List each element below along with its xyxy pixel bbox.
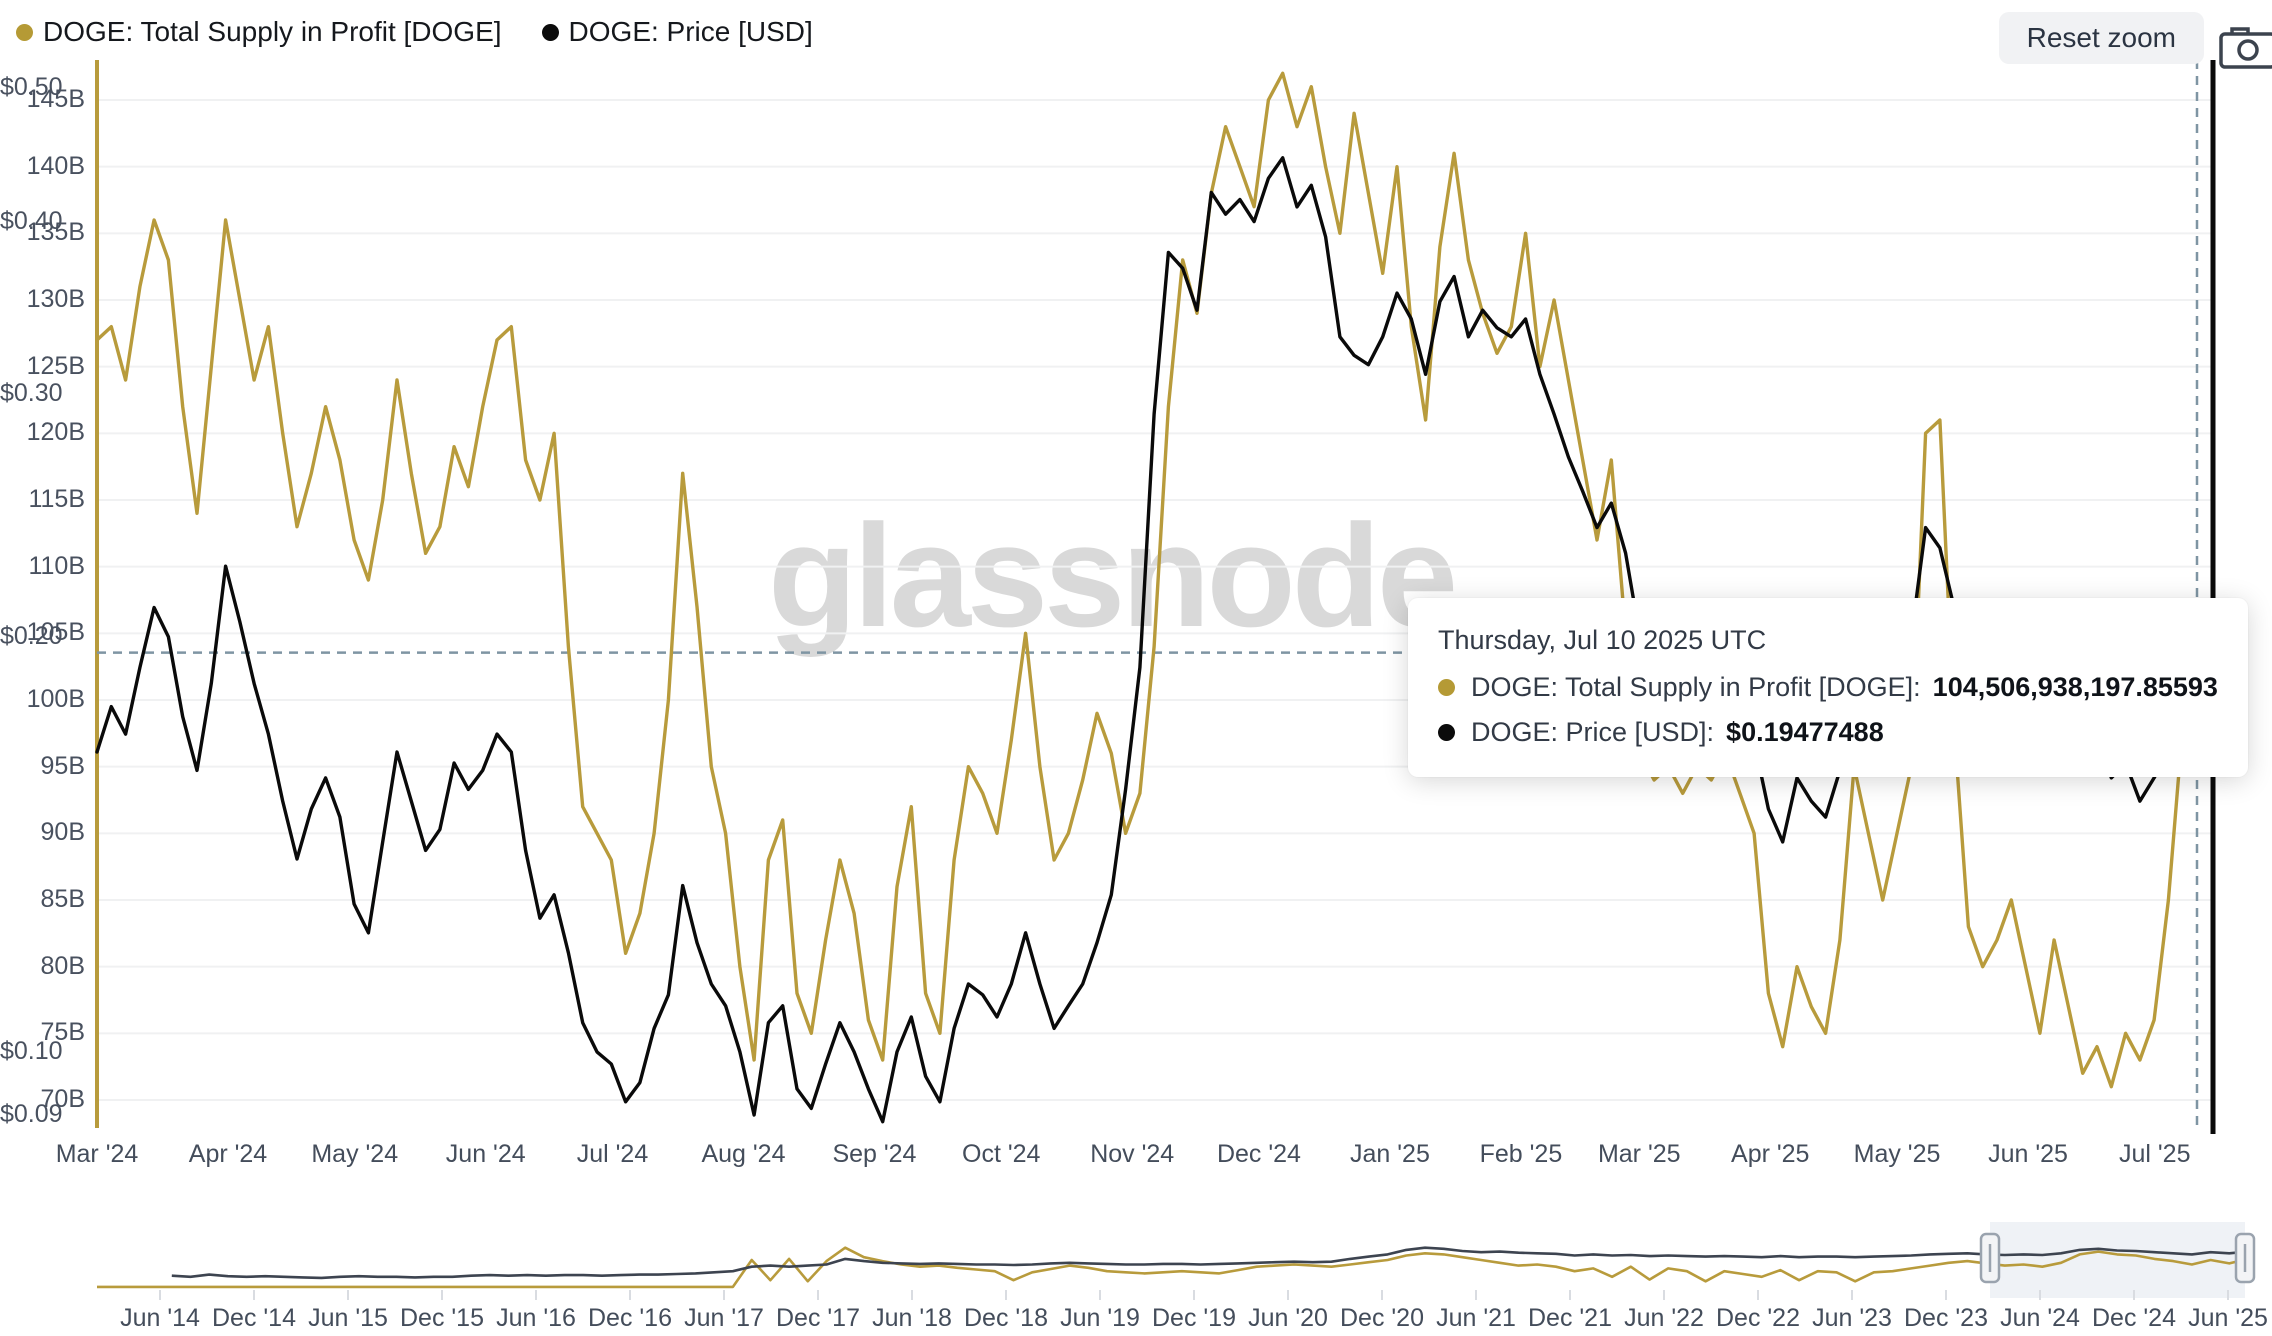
x-axis-tick-label: Apr '25 [1731,1140,1810,1168]
legend-item-supply-in-profit[interactable]: DOGE: Total Supply in Profit [DOGE] [16,16,502,48]
y-axis-tick-label-right: $0.50 [0,73,63,101]
legend-item-price[interactable]: DOGE: Price [USD] [541,16,813,48]
tooltip-label: DOGE: Price [USD]: [1471,717,1715,747]
y-axis-tick-label-left: 105B [26,618,85,647]
price-series-dot-icon [541,23,559,41]
navigator-tick-label: Jun '22 [1624,1304,1704,1332]
x-axis-tick-label: Dec '24 [1216,1140,1301,1168]
y-axis-tick-label-left: 100B [26,685,85,713]
navigator-price-line [171,1246,2249,1280]
navigator-tick-label: Dec '15 [400,1304,484,1332]
navigator-selection [1990,1222,2245,1298]
x-axis-tick-label: Mar '25 [1597,1140,1681,1168]
navigator-tick-label: Jun '21 [1436,1304,1516,1332]
navigator-tick-label: Dec '24 [2092,1304,2176,1332]
x-axis-tick-label: Jun '25 [1988,1140,2068,1168]
x-axis-tick-label: May '25 [1853,1140,1941,1168]
navigator-tick-label: Jun '18 [872,1304,952,1332]
y-axis-tick-label-left: 90B [40,818,85,847]
camera-icon[interactable] [2218,24,2272,75]
y-axis-tick-label-left: 140B [26,151,85,180]
x-axis-tick-label: Aug '24 [701,1140,786,1168]
navigator-right-handle[interactable] [2234,1232,2256,1284]
y-axis-tick-label-left: 80B [40,951,85,980]
navigator-tick-label: Dec '16 [588,1304,672,1332]
y-axis-tick-label-left: 85B [40,885,85,913]
reset-zoom-button[interactable]: Reset zoom [1998,12,2204,64]
tooltip-label: DOGE: Total Supply in Profit [DOGE]: [1471,672,1921,702]
legend-label: DOGE: Price [USD] [568,16,813,47]
navigator-tick-label: Dec '17 [776,1304,860,1332]
y-axis-tick-label-left: 130B [26,285,85,313]
y-axis-tick-label-left: 95B [40,751,85,780]
navigator-tick-label: Jun '16 [496,1304,576,1332]
y-axis-tick-label-right: $0.10 [0,1036,63,1065]
tooltip-value: 104,506,938,197.85593 [1932,672,2218,702]
price-series-dot-icon [1438,724,1455,741]
glassnode-watermark: glassnode [768,494,1458,657]
supply-series-dot-icon [16,23,33,41]
x-axis-tick-label: May '24 [311,1140,399,1168]
y-axis-tick-label-left: 110B [28,551,85,580]
y-axis-tick-label-left: 125B [26,351,85,380]
y-axis-tick-label-right: $0.40 [0,206,63,235]
x-axis-tick-label: Mar '24 [55,1140,139,1168]
supply-series-dot-icon [1438,679,1455,696]
y-axis-tick-label-left: 145B [26,85,85,113]
navigator-tick-label: Dec '23 [1904,1304,1988,1332]
navigator-left-handle[interactable] [1979,1232,2001,1284]
navigator-tick-label: Jun '14 [120,1304,200,1332]
y-axis-tick-label-left: 120B [26,418,85,447]
navigator-tick-label: Dec '19 [1152,1304,1236,1332]
navigator-supply-line [97,1246,2249,1289]
x-axis-tick-label: Oct '24 [962,1140,1041,1168]
y-axis-tick-label-right: $0.09 [0,1099,63,1128]
navigator-tick-label: Dec '20 [1340,1304,1424,1332]
chart-legend: DOGE: Total Supply in Profit [DOGE] DOGE… [16,16,813,48]
x-axis-tick-label: Jun '24 [445,1140,526,1168]
navigator-tick-label: Dec '22 [1716,1304,1800,1332]
x-axis-tick-label: Feb '25 [1479,1140,1563,1168]
navigator-tick-label: Dec '21 [1528,1304,1612,1332]
supply-in-profit-line [95,71,2199,1089]
navigator-tick-label: Jun '17 [684,1304,764,1332]
tooltip-row-supply: DOGE: Total Supply in Profit [DOGE]: 104… [1438,665,2218,710]
navigator-tick-label: Jun '24 [2000,1304,2080,1332]
y-axis-tick-label-right: $0.30 [0,378,63,407]
navigator-tick-label: Jun '25 [2188,1304,2268,1332]
navigator-tick-label: Jun '15 [308,1304,388,1332]
tooltip-value: $0.19477488 [1726,717,1884,747]
navigator-tick-label: Jun '20 [1248,1304,1328,1332]
chart-plot-area[interactable] [97,60,2215,1128]
y-axis-tick-label-left: 75B [40,1018,85,1047]
x-axis-tick-label: Sep '24 [832,1140,917,1168]
legend-label: DOGE: Total Supply in Profit [DOGE] [43,16,502,47]
navigator-tick-label: Jun '23 [1812,1304,1892,1332]
y-axis-tick-label-left: 135B [26,218,85,247]
y-axis-tick-label-right: $0.20 [0,621,63,650]
y-axis-tick-label-left: 115B [28,485,85,513]
x-axis-tick-label: Jan '25 [1350,1140,1430,1168]
x-axis-tick-label: Nov '24 [1090,1140,1175,1168]
navigator-tick-label: Dec '18 [964,1304,1048,1332]
x-axis-tick-label: Jul '25 [2118,1140,2191,1168]
navigator-tick-label: Jun '19 [1060,1304,1140,1332]
tooltip-date: Thursday, Jul 10 2025 UTC [1438,625,1767,655]
x-axis-tick-label: Jul '24 [576,1140,649,1168]
chart-tooltip: Thursday, Jul 10 2025 UTC DOGE: Total Su… [1408,598,2248,777]
y-axis-tick-label-left: 70B [40,1085,85,1113]
tooltip-row-price: DOGE: Price [USD]: $0.19477488 [1438,710,2218,755]
navigator-tick-label: Dec '14 [212,1304,296,1332]
x-axis-tick-label: Apr '24 [188,1140,268,1168]
